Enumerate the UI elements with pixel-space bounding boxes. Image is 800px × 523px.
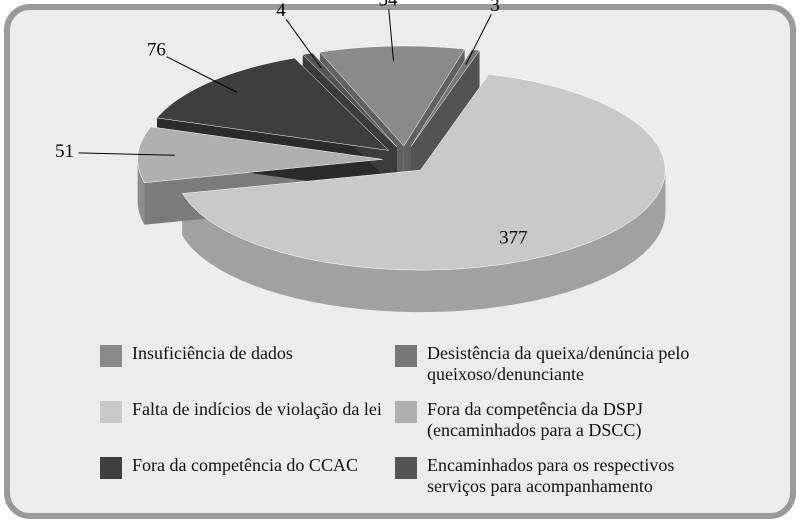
legend-label: Falta de indícios de violação da lei (132, 399, 382, 419)
legend-swatch (395, 345, 417, 367)
legend-label: Fora da competência do CCAC (132, 455, 358, 475)
data-label: 51 (55, 141, 74, 162)
legend-swatch (100, 345, 122, 367)
legend-label: Insuficiência de dados (132, 343, 293, 363)
leader-line (166, 56, 238, 93)
slice-side (137, 159, 145, 225)
legend-swatch (395, 401, 417, 423)
legend-swatch (100, 457, 122, 479)
legend-swatch (395, 457, 417, 479)
data-label: 3 (490, 0, 500, 16)
slice-side (410, 50, 480, 189)
leader-line (465, 14, 492, 65)
legend-label: Fora da competência da DSPJ (encaminhado… (427, 399, 643, 440)
data-label: 377 (499, 228, 528, 249)
slice-side (182, 170, 666, 313)
slice (181, 73, 666, 271)
legend-swatch (100, 401, 122, 423)
leader-line (388, 9, 395, 62)
data-label: 76 (147, 40, 166, 61)
slice (302, 52, 398, 148)
data-label: 4 (276, 0, 286, 21)
leader-line (78, 152, 175, 156)
legend-label: Encaminhados para os respectivos serviço… (427, 455, 675, 496)
leader-line (285, 19, 322, 69)
legend-label: Desistência da queixa/denúncia pelo quei… (427, 343, 690, 384)
data-label: 54 (379, 0, 399, 11)
